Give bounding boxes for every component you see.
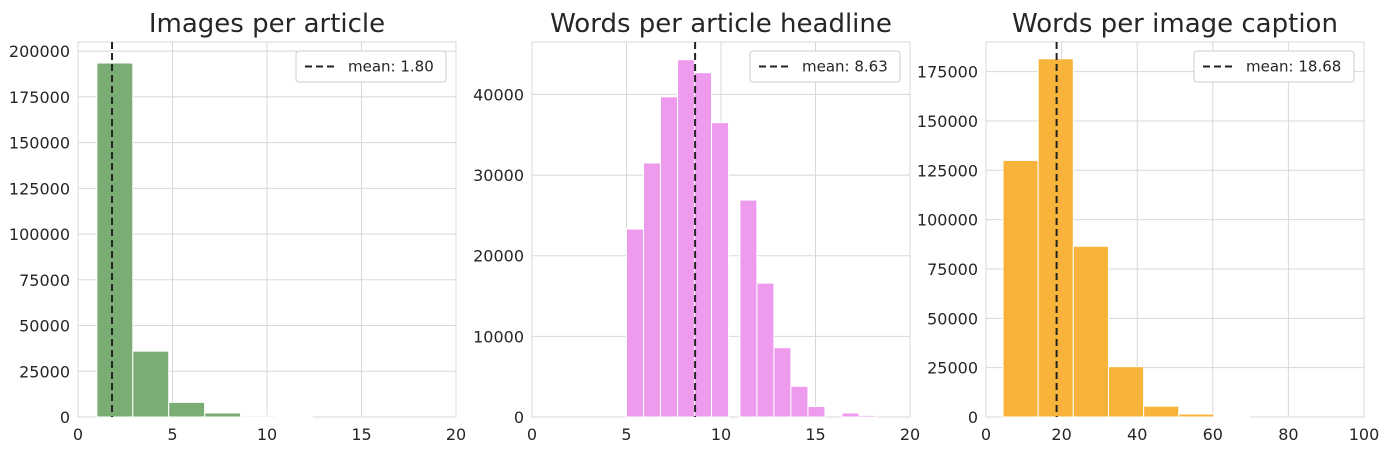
panel-images-per-article: 0 5 10 15 20 0 25000 50000 75000 100000 125000 150… xyxy=(9,9,466,444)
x-tick-label: 5 xyxy=(167,425,177,444)
histogram-bar xyxy=(773,347,792,418)
histogram-bar xyxy=(790,385,809,418)
legend-box xyxy=(1193,50,1355,83)
histogram-bar xyxy=(841,412,860,418)
histogram-bars xyxy=(1002,58,1250,418)
x-tick-label: 60 xyxy=(1203,425,1223,444)
y-tick-labels: 0 10000 20000 30000 40000 xyxy=(473,85,524,427)
histogram-bar xyxy=(168,401,206,418)
x-tick-label: 40 xyxy=(1127,425,1147,444)
histogram-bar xyxy=(1107,366,1145,418)
histogram-bar xyxy=(858,414,877,418)
y-tick-label: 75000 xyxy=(19,271,70,290)
panel-words-per-article-headline: 0 5 10 15 20 0 10000 20000 30000 40000 Words per… xyxy=(473,9,920,444)
y-tick-label: 20000 xyxy=(473,247,524,266)
histogram-bar xyxy=(711,122,730,418)
y-tick-label: 175000 xyxy=(9,88,70,107)
histogram-bar xyxy=(204,412,242,418)
y-tick-label: 100000 xyxy=(917,211,978,230)
histogram-bar xyxy=(643,162,662,418)
histogram-bar xyxy=(739,199,758,418)
x-tick-label: 100 xyxy=(1349,425,1380,444)
x-tick-label: 15 xyxy=(351,425,371,444)
histogram-bar xyxy=(1037,58,1074,418)
legend: mean: 8.63 xyxy=(749,50,901,83)
x-tick-labels: 0 5 10 15 20 xyxy=(73,425,466,444)
y-tick-label: 10000 xyxy=(473,327,524,346)
histogram-bars xyxy=(626,59,877,418)
y-tick-label: 125000 xyxy=(9,179,70,198)
legend-label: mean: 8.63 xyxy=(802,58,888,76)
y-tick-label: 0 xyxy=(968,408,978,427)
histogram-bar xyxy=(660,96,679,418)
y-tick-label: 100000 xyxy=(9,225,70,244)
panel-words-per-image-caption: 0 20 40 60 80 100 0 25000 50000 75000 100000 12500… xyxy=(917,9,1379,444)
y-tick-label: 200000 xyxy=(9,42,70,61)
histogram-bar xyxy=(1213,415,1250,418)
x-tick-label: 0 xyxy=(981,425,991,444)
legend-box xyxy=(295,50,447,83)
histogram-bar xyxy=(240,415,277,418)
y-tick-label: 25000 xyxy=(19,362,70,381)
histogram-bar xyxy=(756,282,775,418)
histogram-bar xyxy=(1178,413,1215,418)
x-tick-labels: 0 5 10 15 20 xyxy=(527,425,920,444)
histogram-bar xyxy=(807,406,826,418)
histogram-bar xyxy=(1002,159,1039,418)
y-tick-labels: 0 25000 50000 75000 100000 125000 150000 175000 xyxy=(917,63,978,427)
histogram-bar xyxy=(132,350,170,418)
y-tick-labels: 0 25000 50000 75000 100000 125000 150000 175000… xyxy=(9,42,70,427)
histogram-bar xyxy=(677,59,696,418)
chart-title: Words per image caption xyxy=(1012,9,1338,39)
x-tick-label: 10 xyxy=(711,425,731,444)
histogram-bars xyxy=(96,62,313,418)
chart-title: Images per article xyxy=(149,9,385,39)
x-tick-label: 0 xyxy=(527,425,537,444)
legend: mean: 18.68 xyxy=(1193,50,1355,83)
y-tick-label: 150000 xyxy=(917,112,978,131)
y-tick-label: 30000 xyxy=(473,166,524,185)
legend: mean: 1.80 xyxy=(295,50,447,83)
x-tick-label: 15 xyxy=(805,425,825,444)
y-tick-label: 50000 xyxy=(19,317,70,336)
gridlines xyxy=(77,42,457,418)
y-tick-label: 25000 xyxy=(927,359,978,378)
y-tick-label: 50000 xyxy=(927,309,978,328)
x-tick-labels: 0 20 40 60 80 100 xyxy=(981,425,1379,444)
x-tick-label: 5 xyxy=(621,425,631,444)
histogram-bar xyxy=(96,62,134,418)
y-tick-label: 150000 xyxy=(9,134,70,153)
y-tick-label: 175000 xyxy=(917,63,978,82)
x-tick-label: 10 xyxy=(257,425,277,444)
y-tick-label: 0 xyxy=(514,408,524,427)
histogram-bar xyxy=(694,72,713,418)
histogram-bar xyxy=(626,228,645,418)
legend-box xyxy=(749,50,901,83)
y-tick-label: 0 xyxy=(60,408,70,427)
x-tick-label: 80 xyxy=(1278,425,1298,444)
legend-label: mean: 18.68 xyxy=(1246,58,1341,76)
chart-title: Words per article headline xyxy=(550,9,892,39)
x-tick-label: 20 xyxy=(1051,425,1071,444)
histogram-bar xyxy=(1072,245,1109,418)
x-tick-label: 20 xyxy=(446,425,466,444)
x-tick-label: 20 xyxy=(900,425,920,444)
legend-label: mean: 1.80 xyxy=(348,58,434,76)
x-tick-label: 0 xyxy=(73,425,83,444)
y-tick-label: 125000 xyxy=(917,161,978,180)
y-tick-label: 75000 xyxy=(927,260,978,279)
y-tick-label: 40000 xyxy=(473,85,524,104)
histogram-bar xyxy=(1143,405,1180,418)
